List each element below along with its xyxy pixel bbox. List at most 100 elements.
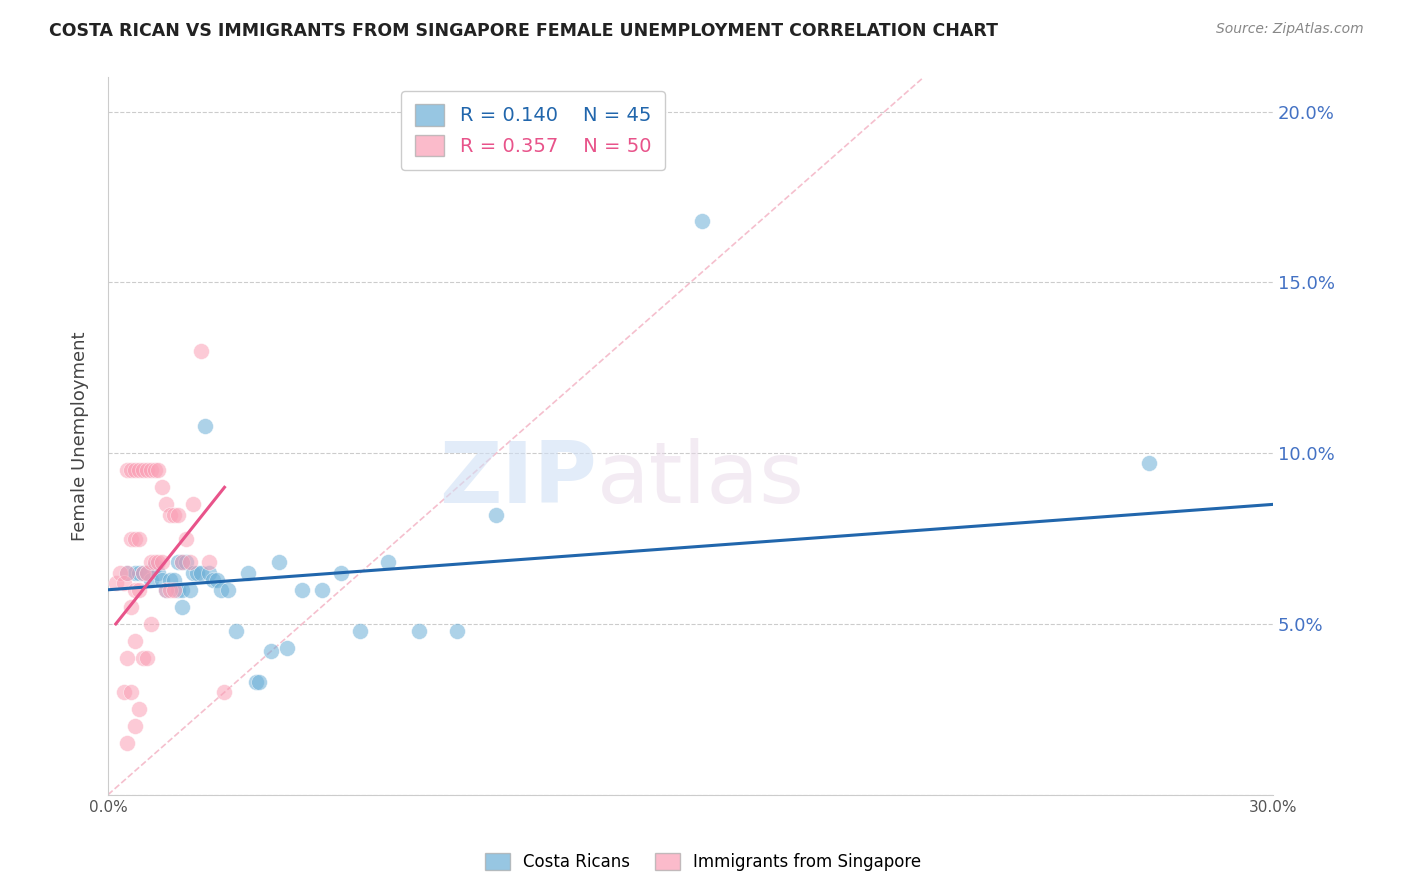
- Point: [174, 532, 197, 546]
- Point: [209, 582, 232, 597]
- Point: [139, 463, 162, 477]
- Point: [163, 573, 186, 587]
- Point: [124, 463, 146, 477]
- Point: [170, 556, 193, 570]
- Point: [198, 556, 221, 570]
- Text: ZIP: ZIP: [440, 438, 598, 521]
- Point: [446, 624, 468, 638]
- Point: [201, 573, 224, 587]
- Point: [120, 463, 142, 477]
- Point: [132, 566, 155, 580]
- Point: [132, 651, 155, 665]
- Point: [128, 702, 150, 716]
- Point: [163, 582, 186, 597]
- Point: [260, 644, 283, 658]
- Point: [170, 582, 193, 597]
- Point: [186, 566, 208, 580]
- Point: [190, 343, 212, 358]
- Legend: Costa Ricans, Immigrants from Singapore: Costa Ricans, Immigrants from Singapore: [477, 845, 929, 880]
- Point: [124, 634, 146, 648]
- Point: [139, 556, 162, 570]
- Point: [377, 556, 399, 570]
- Point: [159, 573, 181, 587]
- Point: [159, 582, 181, 597]
- Point: [167, 582, 190, 597]
- Point: [236, 566, 259, 580]
- Point: [117, 736, 139, 750]
- Point: [128, 582, 150, 597]
- Point: [104, 576, 127, 591]
- Point: [150, 573, 173, 587]
- Point: [485, 508, 508, 522]
- Point: [249, 675, 271, 690]
- Point: [198, 566, 221, 580]
- Point: [245, 675, 267, 690]
- Point: [155, 497, 177, 511]
- Point: [139, 616, 162, 631]
- Point: [276, 640, 298, 655]
- Point: [117, 651, 139, 665]
- Point: [194, 418, 217, 433]
- Point: [159, 508, 181, 522]
- Point: [124, 566, 146, 580]
- Point: [143, 463, 166, 477]
- Point: [155, 582, 177, 597]
- Point: [120, 599, 142, 614]
- Point: [225, 624, 247, 638]
- Point: [179, 556, 201, 570]
- Point: [120, 532, 142, 546]
- Point: [690, 214, 713, 228]
- Point: [128, 463, 150, 477]
- Point: [148, 463, 170, 477]
- Point: [349, 624, 371, 638]
- Point: [167, 556, 190, 570]
- Point: [117, 463, 139, 477]
- Point: [128, 532, 150, 546]
- Point: [143, 558, 166, 573]
- Point: [205, 573, 228, 587]
- Point: [139, 573, 162, 587]
- Legend: R = 0.140    N = 45, R = 0.357    N = 50: R = 0.140 N = 45, R = 0.357 N = 50: [402, 91, 665, 170]
- Point: [167, 508, 190, 522]
- Point: [112, 576, 135, 591]
- Point: [170, 599, 193, 614]
- Text: atlas: atlas: [598, 438, 806, 521]
- Point: [148, 556, 170, 570]
- Point: [124, 532, 146, 546]
- Point: [124, 719, 146, 733]
- Point: [143, 556, 166, 570]
- Point: [150, 556, 173, 570]
- Point: [408, 624, 430, 638]
- Point: [135, 651, 157, 665]
- Point: [128, 566, 150, 580]
- Point: [132, 566, 155, 580]
- Point: [148, 566, 170, 580]
- Point: [135, 566, 157, 580]
- Point: [217, 582, 239, 597]
- Point: [330, 566, 353, 580]
- Point: [179, 582, 201, 597]
- Point: [214, 685, 236, 699]
- Point: [135, 463, 157, 477]
- Point: [117, 566, 139, 580]
- Point: [163, 508, 186, 522]
- Point: [311, 582, 333, 597]
- Point: [170, 556, 193, 570]
- Point: [1137, 456, 1160, 470]
- Point: [112, 685, 135, 699]
- Point: [132, 463, 155, 477]
- Point: [117, 566, 139, 580]
- Point: [183, 566, 205, 580]
- Point: [108, 566, 131, 580]
- Point: [174, 556, 197, 570]
- Point: [291, 582, 314, 597]
- Point: [135, 566, 157, 580]
- Point: [150, 480, 173, 494]
- Point: [183, 497, 205, 511]
- Point: [155, 582, 177, 597]
- Point: [120, 685, 142, 699]
- Point: [124, 582, 146, 597]
- Y-axis label: Female Unemployment: Female Unemployment: [72, 331, 89, 541]
- Point: [267, 556, 290, 570]
- Point: [190, 566, 212, 580]
